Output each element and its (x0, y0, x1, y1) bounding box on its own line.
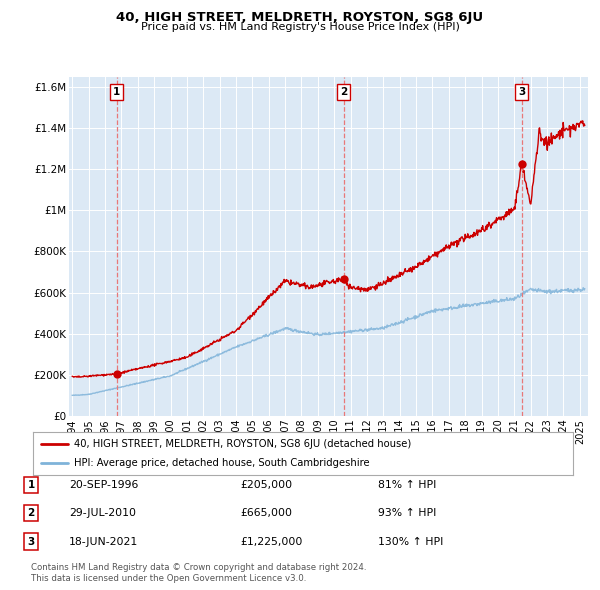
Text: 40, HIGH STREET, MELDRETH, ROYSTON, SG8 6JU: 40, HIGH STREET, MELDRETH, ROYSTON, SG8 … (116, 11, 484, 24)
Text: Price paid vs. HM Land Registry's House Price Index (HPI): Price paid vs. HM Land Registry's House … (140, 22, 460, 32)
Text: 3: 3 (28, 537, 35, 546)
Text: 93% ↑ HPI: 93% ↑ HPI (378, 509, 436, 518)
Text: 20-SEP-1996: 20-SEP-1996 (69, 480, 139, 490)
Text: £205,000: £205,000 (240, 480, 292, 490)
Text: Contains HM Land Registry data © Crown copyright and database right 2024.: Contains HM Land Registry data © Crown c… (31, 563, 367, 572)
Text: HPI: Average price, detached house, South Cambridgeshire: HPI: Average price, detached house, Sout… (74, 458, 369, 468)
Text: 18-JUN-2021: 18-JUN-2021 (69, 537, 138, 546)
Text: This data is licensed under the Open Government Licence v3.0.: This data is licensed under the Open Gov… (31, 574, 307, 583)
Text: 130% ↑ HPI: 130% ↑ HPI (378, 537, 443, 546)
Text: £665,000: £665,000 (240, 509, 292, 518)
Text: 2: 2 (340, 87, 347, 97)
Text: 2: 2 (28, 509, 35, 518)
Text: 1: 1 (113, 87, 121, 97)
Text: 3: 3 (518, 87, 526, 97)
Text: 81% ↑ HPI: 81% ↑ HPI (378, 480, 436, 490)
Text: £1,225,000: £1,225,000 (240, 537, 302, 546)
Text: 1: 1 (28, 480, 35, 490)
Text: 29-JUL-2010: 29-JUL-2010 (69, 509, 136, 518)
Text: 40, HIGH STREET, MELDRETH, ROYSTON, SG8 6JU (detached house): 40, HIGH STREET, MELDRETH, ROYSTON, SG8 … (74, 439, 411, 449)
